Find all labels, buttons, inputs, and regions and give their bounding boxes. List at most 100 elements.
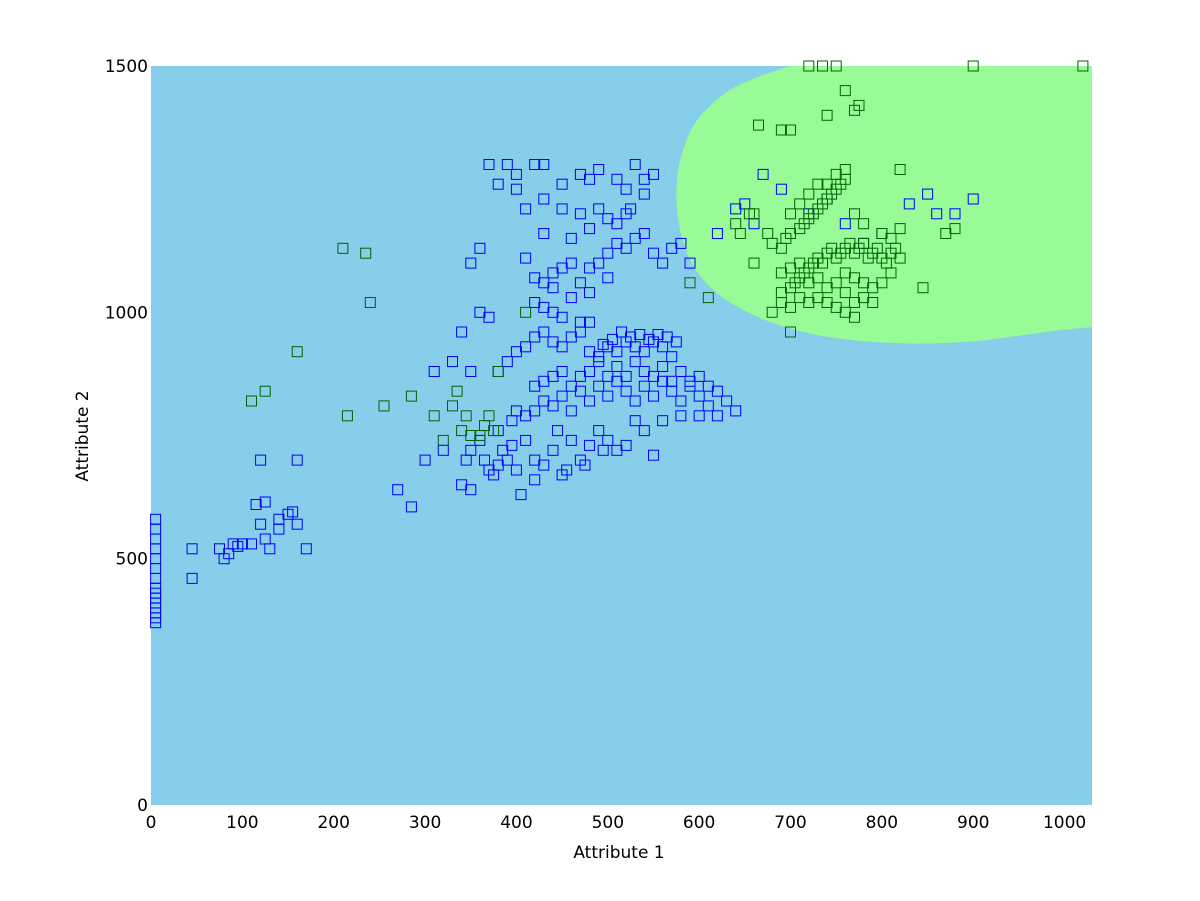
data-point-series-1 [547,400,559,412]
data-point-series-1 [693,410,705,422]
data-point-series-1 [246,538,257,550]
data-point-series-1 [638,380,650,392]
data-point-series-1 [584,395,595,407]
data-point-series-1 [593,257,605,269]
data-point-series-1 [620,439,632,451]
y-tick-label: 1000 [105,303,148,323]
data-point-series-2 [451,385,463,397]
data-point-series-2 [341,410,353,422]
data-point-series-1 [579,459,591,471]
data-point-series-1 [584,316,595,328]
data-point-series-1 [675,237,687,249]
data-point-series-1 [520,434,532,446]
data-point-series-1 [510,168,522,180]
data-point-series-1 [465,484,477,496]
data-point-series-1 [287,506,299,518]
data-point-series-2 [437,434,449,446]
data-point-series-2 [785,301,796,313]
data-point-series-1 [556,366,568,377]
data-point-series-1 [657,257,669,269]
data-point-series-1 [593,351,605,363]
data-point-series-1 [730,203,742,215]
data-point-series-1 [474,242,486,254]
data-point-series-1 [150,513,162,525]
data-point-series-1 [447,356,458,368]
x-tick-label: 0 [146,813,157,833]
data-point-series-1 [702,400,714,412]
data-point-series-2 [785,326,796,338]
data-point-series-1 [602,434,614,446]
data-point-series-2 [803,188,815,200]
data-point-series-2 [405,390,417,402]
data-point-series-1 [565,292,577,304]
data-point-series-1 [501,356,513,368]
data-point-series-1 [255,454,267,466]
data-point-series-1 [492,178,504,190]
data-point-series-1 [456,326,468,338]
data-point-series-1 [648,390,659,402]
data-point-series-1 [666,351,678,363]
data-point-series-2 [748,257,760,269]
data-point-series-1 [949,208,961,220]
data-point-series-1 [648,449,659,461]
data-point-series-1 [922,188,934,200]
data-point-series-1 [684,257,696,269]
data-point-series-2 [885,267,897,279]
x-tick-label: 1000 [1043,813,1086,833]
x-tick-label: 900 [957,813,989,833]
data-point-series-2 [894,223,906,235]
data-point-series-1 [300,543,312,555]
data-point-series-1 [510,464,522,476]
data-point-series-1 [419,454,431,466]
data-point-series-1 [565,434,577,446]
data-point-series-2 [1077,60,1089,72]
data-point-series-1 [693,390,705,402]
data-point-series-1 [259,496,271,508]
class-2-region [676,66,1092,344]
data-point-series-1 [552,425,563,437]
data-point-series-1 [638,346,650,358]
data-point-series-1 [501,159,513,170]
data-point-series-1 [597,338,609,350]
data-point-series-1 [584,366,595,377]
data-point-series-1 [515,489,527,501]
data-point-series-1 [602,370,614,382]
data-point-series-1 [547,444,559,456]
data-point-series-1 [529,474,541,486]
data-point-series-1 [657,415,669,427]
data-point-series-2 [917,282,929,294]
data-point-series-1 [620,183,632,195]
data-point-series-2 [794,292,806,304]
data-point-series-1 [538,193,550,205]
data-point-series-1 [565,257,577,269]
data-point-series-1 [602,247,614,259]
data-point-series-1 [465,257,477,269]
data-point-series-1 [529,297,541,308]
data-point-series-2 [291,346,303,358]
data-point-series-1 [638,228,650,239]
data-point-series-1 [757,168,769,180]
data-point-series-1 [711,410,723,422]
data-point-series-2 [360,247,372,259]
data-point-series-2 [830,277,842,289]
data-point-series-2 [839,164,851,175]
data-point-series-2 [858,218,870,230]
data-point-series-2 [460,410,472,422]
data-point-series-1 [392,484,404,496]
x-tick-label: 700 [774,813,806,833]
data-point-series-1 [839,218,851,230]
y-axis: 0 500 1000 1500 [105,57,148,816]
data-point-series-1 [648,370,659,382]
data-point-series-1 [620,370,632,382]
data-point-series-1 [538,228,550,239]
data-point-series-2 [839,85,851,97]
data-point-series-1 [602,213,614,225]
data-point-series-1 [474,306,486,318]
data-point-series-1 [483,159,495,170]
y-tick-label: 500 [116,550,148,570]
data-point-series-1 [574,208,586,220]
data-point-series-1 [593,380,605,392]
data-point-series-1 [661,331,673,343]
data-point-series-2 [967,60,979,72]
data-point-series-1 [638,425,650,437]
